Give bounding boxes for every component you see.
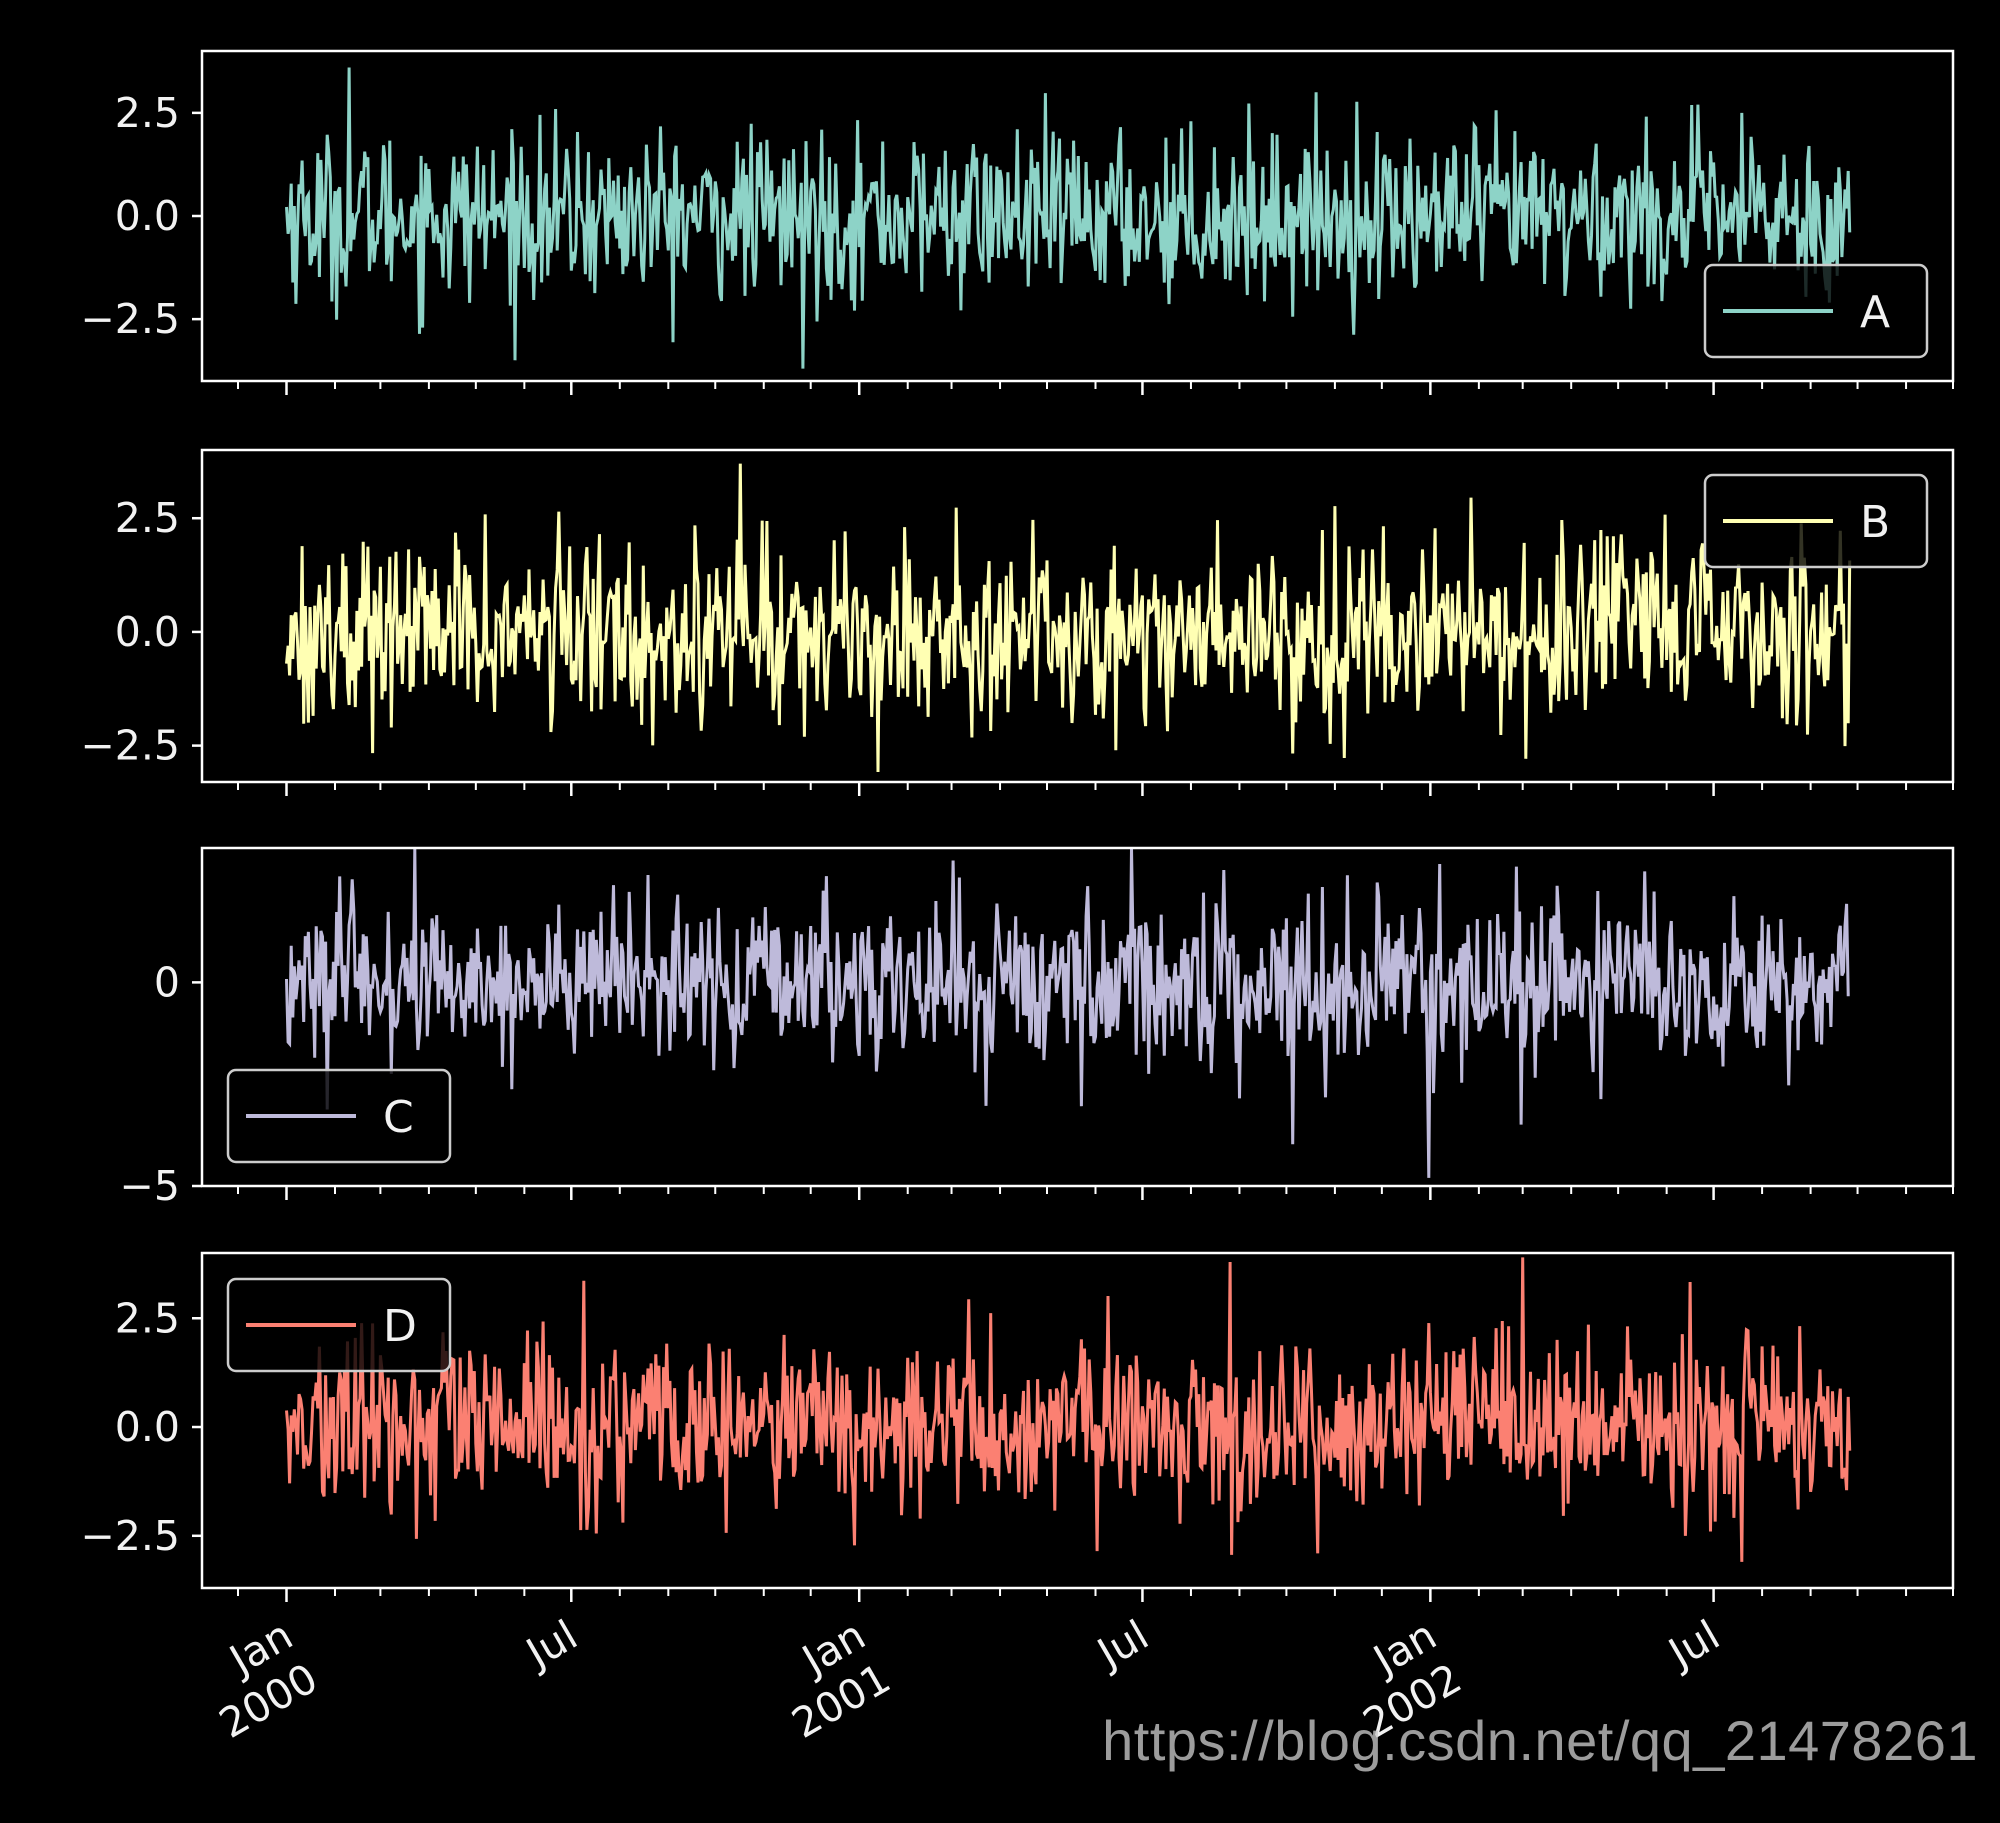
subplot-b: −2.5 0.0 2.5 B bbox=[80, 448, 1955, 796]
series-line-a bbox=[285, 67, 1852, 369]
legend-c: C bbox=[226, 1068, 452, 1164]
axes-frame bbox=[200, 1251, 1955, 1590]
y-tick-label: −2.5 bbox=[80, 295, 180, 343]
y-tick-label: 2.5 bbox=[115, 494, 180, 542]
legend-label: B bbox=[1860, 497, 1890, 548]
series-line-d bbox=[285, 1257, 1852, 1562]
series-line-c bbox=[285, 848, 1850, 1178]
legend-label: C bbox=[383, 1092, 414, 1143]
legend-label: D bbox=[383, 1301, 417, 1352]
legend-a: A bbox=[1703, 263, 1929, 359]
y-tick-label: 0.0 bbox=[115, 192, 180, 240]
subplot-a: −2.5 0.0 2.5 A bbox=[80, 49, 1955, 395]
y-tick-label: 0.0 bbox=[115, 1403, 180, 1451]
y-tick-label: 2.5 bbox=[115, 89, 180, 137]
subplot-c: −5 0 C bbox=[120, 846, 1955, 1210]
axes-frame bbox=[200, 448, 1955, 784]
axes-frame bbox=[200, 846, 1955, 1188]
watermark-text: https://blog.csdn.net/qq_21478261 bbox=[1102, 1709, 1978, 1772]
legend-label: A bbox=[1860, 287, 1890, 338]
subplot-d: −2.5 0.0 2.5 D bbox=[80, 1251, 1955, 1602]
y-tick-label: 0.0 bbox=[115, 608, 180, 656]
series-line-b bbox=[285, 463, 1852, 773]
y-tick-label: 2.5 bbox=[115, 1294, 180, 1342]
y-tick-label: −5 bbox=[120, 1162, 180, 1210]
y-tick-label: −2.5 bbox=[80, 1512, 180, 1560]
legend-b: B bbox=[1703, 473, 1929, 569]
y-tick-label: −2.5 bbox=[80, 722, 180, 770]
legend-d: D bbox=[226, 1277, 452, 1373]
y-tick-label: 0 bbox=[154, 958, 180, 1006]
